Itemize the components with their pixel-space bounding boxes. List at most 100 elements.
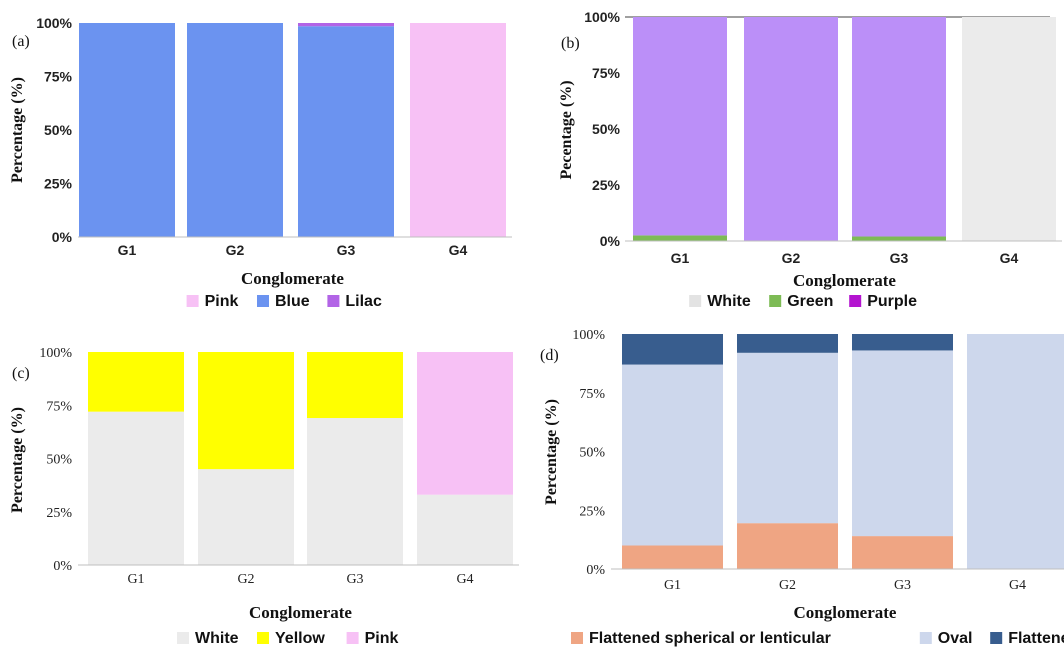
bar-g1-oval [622,364,723,546]
bar-g2-blue [187,23,283,237]
x-tick-label: G2 [782,250,801,266]
y-tick-label: 25% [579,504,605,519]
y-tick-label: 100% [584,9,620,25]
bar-g4-pink [417,352,513,495]
bar-g3-lilac [298,23,394,27]
y-tick-label: 100% [572,328,605,343]
y-tick-label: 0% [586,563,605,578]
y-axis-title: Pecentage (%) [558,80,575,179]
y-axis-title: Percentage (%) [543,399,560,505]
y-tick-label: 100% [39,346,72,361]
y-tick-label: 0% [52,229,73,245]
legend-label: White [707,293,751,310]
x-tick-label: G4 [456,572,473,587]
legend-label: Green [787,293,833,310]
bar-g1-lilac [633,17,727,236]
bar-g2-flattened-oval [737,334,838,353]
y-tick-label: 50% [579,446,605,461]
legend-swatch [990,632,1003,644]
x-axis-title: Conglomerate [241,269,344,288]
legend-swatch [849,295,862,307]
x-tick-label: G4 [449,242,468,258]
y-tick-label: 75% [46,399,72,414]
legend-label: Pink [365,630,399,647]
bar-g1-blue [79,23,175,237]
x-tick-label: G3 [346,572,363,587]
bar-g2-flattened-spherical-or-lenticular [737,523,838,569]
bar-g4-oval [967,334,1064,569]
x-tick-label: G2 [226,242,245,258]
bar-g3-yellow [307,352,403,419]
legend-label: Purple [867,293,917,310]
y-tick-label: 50% [592,121,621,137]
legend: White Green Purple [689,293,917,310]
x-tick-label: G1 [671,250,690,266]
y-tick-label: 25% [46,506,72,521]
y-tick-label: 100% [36,15,72,31]
legend-label: Lilac [345,293,382,310]
y-tick-label: 25% [592,177,621,193]
chart-panel-1: 0% 25% 50% 75% 100% G1 G2 G3 G4 Conglomerate Perce… [9,15,512,310]
y-tick-label: 75% [592,65,621,81]
panel-label: (d) [540,347,559,364]
legend-swatch [346,632,359,644]
legend-label: Flattened spherical or lenticular [589,630,831,647]
legend-label: Blue [275,293,310,310]
bar-g3-oval [852,350,953,537]
panel-label: (b) [561,35,580,52]
bar-g2-oval [737,352,838,524]
y-tick-label: 50% [46,453,72,468]
y-axis-title: Percentage (%) [9,407,26,513]
chart-panel-4: 0% 25% 50% 75% 100% G1 G2 G3 G4 Conglomerate Perce… [540,328,1064,647]
legend-label: Yellow [275,630,325,647]
legend-swatch [919,632,932,644]
y-tick-label: 50% [44,122,73,138]
bar-g1-green [633,235,727,241]
legend-swatch [327,295,340,307]
bar-g1-white [88,411,184,565]
bar-g1-yellow [88,352,184,412]
x-tick-label: G3 [890,250,909,266]
x-tick-label: G1 [118,242,137,258]
y-tick-label: 75% [579,387,605,402]
bar-g2-white [198,469,294,565]
legend-swatch [689,295,702,307]
legend-swatch [257,295,269,307]
bar-g3-blue [298,26,394,238]
bar-g1-flattened-oval [622,334,723,365]
legend-label: White [195,630,239,647]
bar-g1-flattened-spherical-or-lenticular [622,545,723,569]
bar-g4-pink [410,23,506,237]
chart-panel-2: 0% 25% 50% 75% 100% G1 G2 G3 G4 Conglomerate Pecen… [558,9,1062,310]
x-tick-label: G1 [127,572,144,587]
x-tick-label: G2 [237,572,254,587]
bar-g4-white [417,494,513,565]
legend-label: Pink [205,293,239,310]
legend: Flattened spherical or lenticular Oval Fla… [571,630,1064,647]
x-axis-title: Conglomerate [794,603,897,622]
bar-g3-green [852,236,946,241]
x-axis-title: Conglomerate [793,271,896,290]
y-tick-label: 25% [44,176,73,192]
legend-swatch [571,632,583,644]
bar-g3-white [307,418,403,565]
panel-label: (c) [12,365,30,382]
legend-label: Oval [938,630,973,647]
legend-swatch [186,295,199,307]
legend-swatch [257,632,269,644]
bar-g4-white [962,17,1056,241]
y-tick-label: 75% [44,69,73,85]
x-tick-label: G2 [779,578,796,593]
x-tick-label: G1 [664,578,681,593]
y-axis-title: Percentage (%) [9,77,26,183]
x-tick-label: G3 [894,578,911,593]
y-tick-label: 0% [53,559,72,574]
legend-swatch [177,632,189,644]
x-tick-label: G3 [337,242,356,258]
legend-label: Flattened oval [1008,630,1064,647]
x-axis-title: Conglomerate [249,603,352,622]
bar-g3-flattened-spherical-or-lenticular [852,536,953,569]
bar-g3-flattened-oval [852,334,953,351]
x-tick-label: G4 [1000,250,1019,266]
